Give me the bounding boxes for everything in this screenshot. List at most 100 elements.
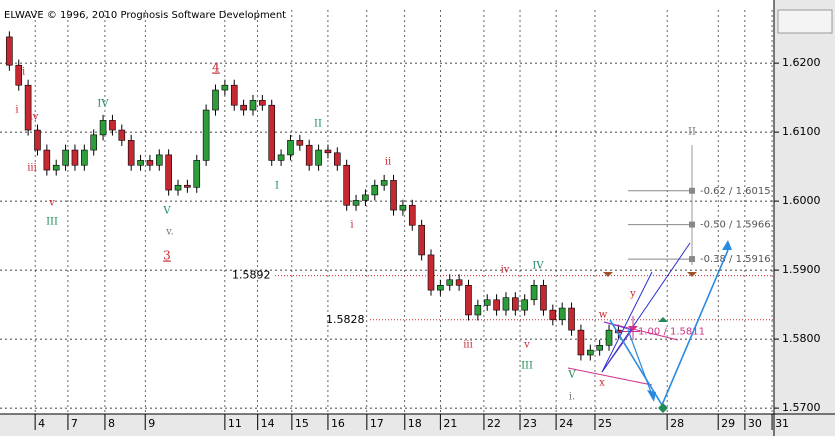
wave-label: V bbox=[567, 370, 576, 381]
wave-label: I bbox=[275, 181, 279, 192]
x-tick-label: 17 bbox=[370, 417, 384, 430]
candle-body bbox=[437, 284, 444, 291]
y-tick-label: 1.5700 bbox=[782, 401, 821, 414]
candle-body bbox=[15, 64, 23, 86]
candle-body bbox=[483, 299, 491, 306]
candle-body bbox=[99, 120, 107, 136]
wave-label: 4 bbox=[212, 61, 220, 75]
y-tick-label: 1.5900 bbox=[782, 263, 821, 276]
wave-label: w bbox=[599, 310, 608, 321]
candle-body bbox=[390, 180, 397, 211]
wave-label: iii bbox=[463, 340, 473, 351]
candle-body bbox=[343, 164, 350, 206]
marker bbox=[658, 317, 668, 322]
candle-body bbox=[577, 329, 585, 356]
level-label: 1.5892 bbox=[232, 269, 271, 282]
wave-label: III bbox=[46, 217, 58, 228]
x-tick-label: 16 bbox=[331, 417, 345, 430]
x-tick-label: 29 bbox=[721, 417, 735, 430]
x-tick-label: 25 bbox=[598, 417, 612, 430]
x-tick-label: 9 bbox=[148, 417, 155, 430]
wave-label: iii bbox=[27, 163, 37, 174]
x-tick-label: 24 bbox=[559, 417, 573, 430]
wave-label: v bbox=[523, 340, 530, 351]
candle-body bbox=[259, 100, 266, 106]
wave-label: II bbox=[688, 127, 696, 138]
arrow-head bbox=[722, 240, 732, 250]
candle-body bbox=[380, 180, 388, 186]
wave-label: ii bbox=[19, 67, 25, 78]
target-label: -0.38 / 1.5916 bbox=[700, 254, 771, 265]
candle-body bbox=[512, 297, 519, 311]
candle-body bbox=[549, 309, 557, 321]
candle-body bbox=[305, 144, 313, 166]
wave-label: v. bbox=[165, 227, 174, 238]
x-tick-label: 21 bbox=[443, 417, 457, 430]
channel-line bbox=[601, 242, 691, 373]
candle-body bbox=[540, 284, 547, 311]
toolbar-button[interactable] bbox=[777, 9, 833, 34]
x-tick-label: 15 bbox=[295, 417, 309, 430]
candle-body bbox=[249, 100, 257, 111]
x-tick-label: 31 bbox=[775, 417, 789, 430]
plot: 1.5700 1.5800 1.5900 1.6000 1.6100 1.6200 4 7 8 9… bbox=[0, 10, 821, 430]
candle-body bbox=[43, 149, 51, 171]
wave-label: v bbox=[48, 198, 55, 209]
wave-label: i bbox=[350, 220, 353, 231]
x-tick-label: 22 bbox=[487, 417, 501, 430]
candle-body bbox=[296, 140, 304, 146]
candle-body bbox=[362, 194, 369, 201]
candle-body bbox=[568, 307, 575, 331]
candle-body bbox=[399, 204, 407, 211]
wave-label: IV bbox=[97, 99, 109, 110]
target-label: 1.00 / 1.5811 bbox=[638, 327, 705, 338]
candle-body bbox=[558, 307, 566, 321]
candle-body bbox=[52, 164, 60, 171]
wave-label: ii bbox=[385, 157, 391, 168]
candle-body bbox=[240, 104, 247, 111]
target-marker bbox=[689, 187, 695, 194]
target-label: -0.62 / 1.6015 bbox=[700, 186, 771, 197]
x-tick-label: 14 bbox=[261, 417, 275, 430]
target-marker bbox=[689, 221, 695, 228]
candle-body bbox=[127, 140, 135, 166]
candle-body bbox=[193, 160, 201, 188]
candle-body bbox=[521, 299, 529, 311]
candle-body bbox=[352, 200, 360, 206]
wave-label: iv bbox=[30, 112, 39, 123]
wave-label: i bbox=[15, 105, 18, 116]
candle-body bbox=[408, 204, 416, 226]
candle-body bbox=[212, 89, 219, 111]
candle-body bbox=[109, 120, 116, 131]
y-tick-label: 1.6000 bbox=[782, 194, 821, 207]
candle-body bbox=[418, 224, 425, 256]
candle-body bbox=[202, 109, 210, 161]
candle-body bbox=[221, 84, 229, 91]
candle-body bbox=[371, 184, 379, 196]
wave-label: II bbox=[314, 119, 322, 130]
y-tick-label: 1.6100 bbox=[782, 125, 821, 138]
wave-label: x bbox=[599, 378, 605, 389]
level-label: 1.5828 bbox=[326, 313, 365, 326]
wave-label: III bbox=[521, 361, 533, 372]
candle-body bbox=[184, 184, 191, 188]
candle-body bbox=[268, 104, 276, 161]
x-tick-label: 7 bbox=[71, 417, 78, 430]
candle-body bbox=[24, 84, 32, 131]
candle-body bbox=[596, 345, 603, 351]
candle-body bbox=[230, 84, 238, 106]
target-marker bbox=[689, 256, 695, 263]
candle-body bbox=[165, 154, 172, 191]
candle-body bbox=[90, 134, 97, 151]
channel-line bbox=[601, 271, 653, 373]
projection-arrow bbox=[627, 329, 653, 396]
y-tick-label: 1.6200 bbox=[782, 56, 821, 69]
wave-label: y bbox=[629, 289, 636, 300]
candle-body bbox=[71, 149, 79, 166]
price-axis-panel bbox=[774, 0, 835, 436]
x-tick-label: 18 bbox=[408, 417, 422, 430]
candle-body bbox=[287, 140, 294, 156]
wave-label: V bbox=[162, 206, 171, 217]
